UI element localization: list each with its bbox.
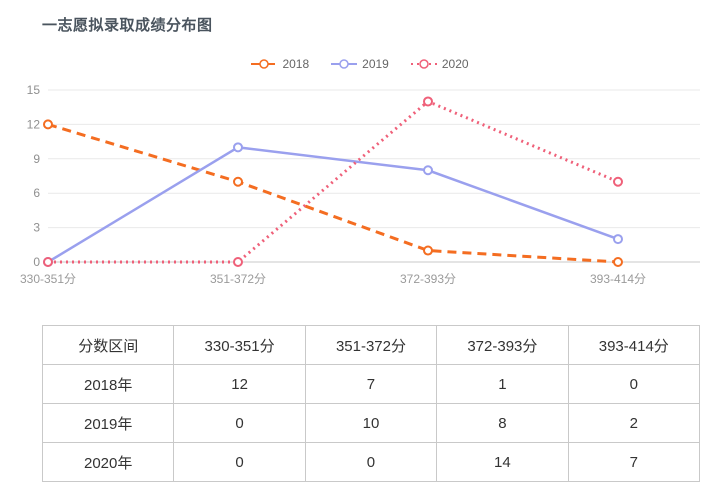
- row-label-cell: 2019年: [41, 403, 175, 443]
- header-cell: 351-372分: [304, 325, 438, 365]
- y-tick-label: 9: [33, 152, 40, 166]
- table-cell: 10: [304, 403, 438, 443]
- chart-legend: 2018 2019 2020: [0, 57, 720, 71]
- data-point-2018[interactable]: [43, 119, 53, 130]
- header-cell: 330-351分: [173, 325, 306, 365]
- header-cell: 393-414分: [567, 325, 701, 365]
- data-point-2019[interactable]: [613, 234, 623, 245]
- table-cell: 14: [436, 442, 569, 482]
- data-point-2020[interactable]: [233, 257, 243, 267]
- x-tick-label: 330-351分: [20, 272, 76, 286]
- table-cell: 7: [567, 442, 701, 482]
- table-cell: 2: [567, 403, 701, 443]
- data-point-2018[interactable]: [423, 245, 433, 256]
- row-label-cell: 2020年: [41, 442, 175, 482]
- table-cell: 8: [436, 403, 569, 443]
- table-cell: 0: [173, 403, 306, 443]
- legend-marker-icon: [251, 59, 278, 69]
- table-body: 2018年 12 7 1 0 2019年 0 10 8 2 2020年 0 0 14 7: [41, 364, 701, 482]
- data-point-2020[interactable]: [43, 257, 53, 267]
- y-tick-label: 12: [27, 117, 41, 131]
- y-tick-label: 15: [27, 83, 41, 97]
- table-cell: 12: [173, 364, 306, 404]
- data-point-2018[interactable]: [233, 176, 243, 187]
- table-row: 2020年 0 0 14 7: [41, 442, 701, 482]
- header-cell: 372-393分: [436, 325, 569, 365]
- legend-label: 2018: [282, 57, 310, 71]
- y-tick-label: 0: [33, 255, 40, 269]
- table-cell: 0: [304, 442, 438, 482]
- data-point-2019[interactable]: [233, 142, 243, 153]
- table-row: 2018年 12 7 1 0: [41, 364, 701, 404]
- header-cell: 分数区间: [41, 325, 175, 365]
- y-tick-label: 6: [33, 186, 40, 200]
- page-title: 一志愿拟录取成绩分布图: [42, 17, 213, 34]
- legend-item-2019[interactable]: 2019: [331, 57, 389, 71]
- data-point-2019[interactable]: [423, 165, 433, 176]
- table-cell: 7: [304, 364, 438, 404]
- score-table: 分数区间 330-351分 351-372分 372-393分 393-414分 201…: [41, 325, 701, 482]
- table-cell: 0: [567, 364, 701, 404]
- series-line-2018[interactable]: [47, 122, 619, 264]
- line-chart[interactable]: 0 3 6 9 12 15 330-351分 351-372分 372-393分 393-414分: [0, 77, 720, 287]
- legend-label: 2020: [441, 57, 469, 71]
- x-tick-label: 372-393分: [400, 272, 456, 286]
- legend-marker-icon: [331, 59, 358, 69]
- series-line-2020[interactable]: [48, 99, 619, 264]
- legend-item-2020[interactable]: 2020: [410, 57, 469, 71]
- table-header: 分数区间 330-351分 351-372分 372-393分 393-414分: [41, 325, 701, 365]
- legend-marker-icon: [410, 59, 437, 69]
- table-cell: 0: [173, 442, 306, 482]
- legend-label: 2019: [362, 57, 389, 71]
- x-tick-label: 393-414分: [590, 272, 646, 286]
- x-tick-label: 351-372分: [210, 272, 266, 286]
- table-cell: 1: [436, 364, 569, 404]
- table-header-row: 分数区间 330-351分 351-372分 372-393分 393-414分: [41, 325, 701, 365]
- legend-item-2018[interactable]: 2018: [251, 57, 309, 71]
- row-label-cell: 2018年: [41, 364, 175, 404]
- data-point-2020[interactable]: [423, 96, 433, 107]
- y-tick-label: 3: [33, 221, 40, 235]
- chart-section: 2018 2019 2020 0 3 6 9 12 15 330-351分 351-372分 372…: [0, 57, 720, 287]
- data-point-2018[interactable]: [613, 257, 623, 267]
- series-line-2019[interactable]: [47, 146, 619, 264]
- table-row: 2019年 0 10 8 2: [41, 403, 701, 443]
- data-point-2020[interactable]: [613, 176, 623, 187]
